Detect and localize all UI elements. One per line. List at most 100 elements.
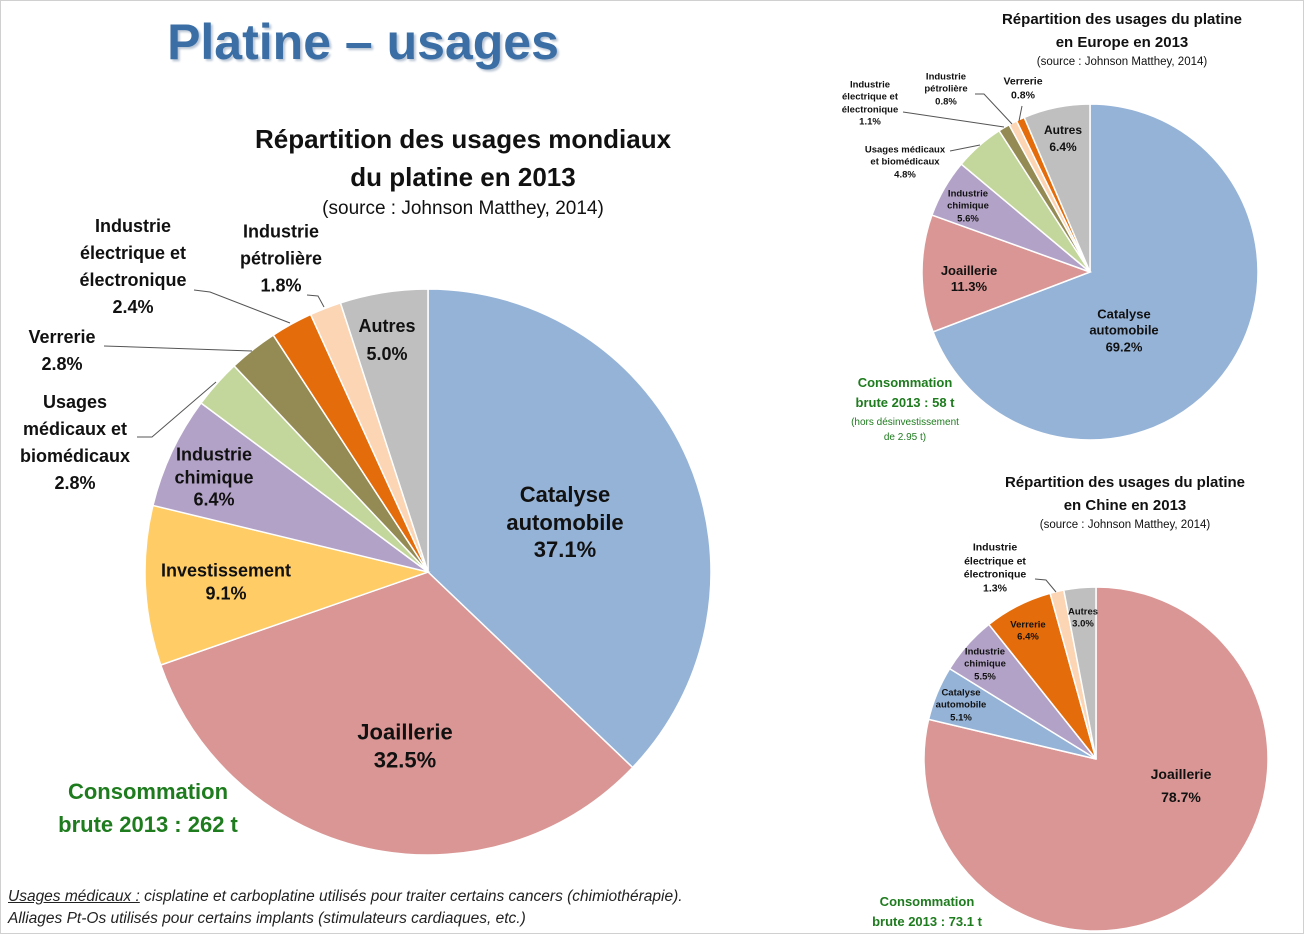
label-text: Consommation [857,375,953,390]
eu-leader-verrerie [1018,105,1023,122]
leader-lines [103,93,1057,593]
label-text: Usages [42,392,108,412]
label-text: automobile [935,699,987,711]
europe-consumption-note: (hors désinvestissement de 2.95 t) [851,415,959,445]
pie-slice-investissement [144,504,431,666]
label-text: Autres [358,316,416,336]
pie-slice-catalyse-automobile [932,103,1259,441]
label-text: électrique et [964,555,1026,568]
label-text: Usages médicaux [864,144,946,156]
label-text: 78.7% [1161,789,1201,805]
world-title-line-2: du platine en 2013 [350,162,576,192]
footnote: Usages médicaux : cisplatine et carbopla… [8,886,683,930]
world-pie [144,288,712,856]
label-text: 6.4% [1017,632,1039,643]
label-text: Répartition des usages du platine [1004,474,1246,491]
europe-label-verrerie: Verrerie 0.8% [1003,75,1042,102]
label-text: Autres [1067,606,1099,618]
leader-line-medicaux [137,381,217,438]
pie-slice-joaillerie [159,571,634,856]
eu-leader-medicaux [949,144,981,152]
label-text: en Europe en 2013 [1055,34,1189,51]
page-title: Platine – usages [167,14,559,70]
eu-leader-electrique [902,111,1005,128]
label-text: 3.0% [1072,619,1094,630]
label-text: 4.8% [894,169,916,181]
footnote-label: Usages médicaux : [8,888,140,905]
label-text: pétrolière [924,83,968,95]
europe-label-medicaux: Usages médicaux et biomédicaux 4.8% [865,144,945,181]
label-text: Industrie [972,541,1018,554]
europe-label-catalyse: Catalyse automobile 69.2% [1089,307,1158,356]
label-text: 5.5% [974,671,996,683]
label-text: Catalyse [1097,306,1151,322]
china-label-catalyse: Catalyse automobile 5.1% [936,687,987,724]
china-pie [923,586,1269,932]
label-text: Catalyse [519,481,611,507]
label-text: Verrerie [1003,75,1043,88]
label-text: 0.8% [935,96,957,108]
label-text: 5.0% [366,344,408,364]
world-label-investissement: Investissement 9.1% [161,560,291,605]
label-text: électronique [79,270,187,290]
leader-line-electrique [193,289,291,324]
label-text: Industrie [925,71,967,83]
world-chart-title: Répartition des usages mondiaux du plati… [255,120,671,222]
label-text: Investissement [160,560,292,581]
cn-leader-electrique [1034,578,1057,593]
label-text: Consommation [67,779,229,804]
label-text: 11.3% [950,279,988,294]
label-text: pétrolière [239,248,323,269]
label-text: et biomédicaux [870,156,940,168]
label-text: 32.5% [373,747,437,772]
world-label-catalyse: Catalyse automobile 37.1% [506,481,623,564]
europe-label-petroliere: Industrie pétrolière 0.8% [924,71,967,108]
label-text: Autres [1043,123,1083,137]
label-text: chimique [174,466,254,487]
label-text: 5.1% [950,712,972,724]
label-text: Industrie [94,216,171,236]
china-consumption: Consommation brute 2013 : 73.1 t [872,892,982,932]
label-text: Joaillerie [357,719,453,745]
china-chart-source: (source : Johnson Matthey, 2014) [1039,519,1211,531]
label-text: 69.2% [1105,339,1143,355]
label-text: 2.8% [54,473,96,493]
label-text: 0.8% [1011,89,1035,101]
eu-leader-petroliere [975,93,1013,125]
europe-pie [921,103,1259,441]
label-text: électronique [963,569,1027,581]
label-text: automobile [1089,322,1159,338]
label-text: Catalyse [941,687,981,699]
label-text: Industrie [947,188,989,200]
label-text: 5.6% [957,213,979,225]
china-label-joaillerie: Joaillerie 78.7% [1151,763,1212,809]
label-text: biomédicaux [19,446,131,466]
label-text: Industrie [849,79,891,91]
label-text: 9.1% [205,583,247,603]
label-text: électronique [841,104,899,115]
footnote-text-1: cisplatine et carboplatine utilisés pour… [139,888,683,905]
world-label-medicaux: Usages médicaux et biomédicaux 2.8% [20,389,130,497]
pie-slice-autres [339,288,429,573]
world-label-chimique: Industrie chimique 6.4% [174,443,253,511]
world-label-joaillerie: Joaillerie 32.5% [357,719,452,774]
china-label-autres: Autres 3.0% [1068,607,1098,632]
europe-chart-source: (source : Johnson Matthey, 2014) [1036,56,1208,68]
label-text: Répartition des usages du platine [1001,11,1243,28]
world-label-electrique: Industrie électrique et électronique 2.4% [79,213,186,321]
china-label-chimique: Industrie chimique 5.5% [964,646,1006,683]
label-text: 1.8% [260,275,302,296]
europe-label-chimique: Industrie chimique 5.6% [947,188,989,225]
footnote-line-1: Usages médicaux : cisplatine et carbopla… [8,886,683,908]
label-text: Industrie [175,444,253,465]
china-chart-title: Répartition des usages du platine en Chi… [1005,471,1245,533]
label-text: brute 2013 : 262 t [58,812,238,837]
pie-slice-catalyse-automobile [427,288,712,769]
footnote-line-2: Alliages Pt-Os utilisés pour certains im… [8,910,526,927]
label-text: automobile [506,509,624,535]
label-text: Consommation [879,894,975,909]
label-text: en Chine en 2013 [1063,497,1187,514]
world-title-line-1: Répartition des usages mondiaux [254,124,672,154]
label-text: brute 2013 : 58 t [855,395,955,410]
